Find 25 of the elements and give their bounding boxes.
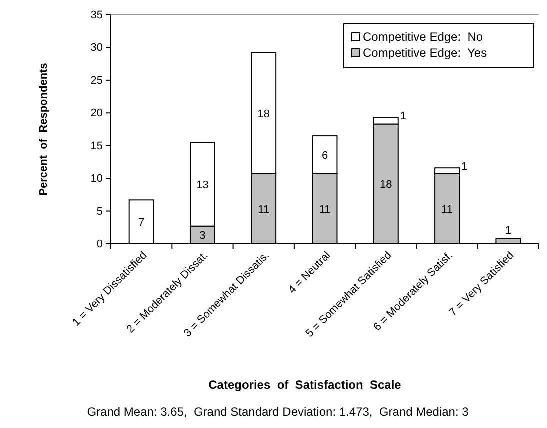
- data-label: 13: [196, 179, 209, 192]
- y-tick-label: 30: [90, 42, 103, 54]
- data-label: 18: [258, 108, 270, 120]
- y-tick-label: 5: [96, 206, 103, 218]
- legend-label: Competitive Edge: Yes: [363, 46, 488, 60]
- data-label: 6: [322, 150, 328, 162]
- x-axis-title: Categories of Satisfaction Scale: [208, 378, 402, 392]
- y-tick-label: 35: [90, 10, 103, 22]
- data-label: 18: [380, 179, 392, 192]
- text: Grand Mean: 3.65, Grand Standard Deviation: 1.473, Grand Median: 3: [87, 405, 470, 419]
- y-axis-title: Percent of Respondents: [38, 63, 50, 196]
- y-tick-label: 0: [96, 238, 103, 251]
- data-label: 7: [138, 217, 145, 230]
- data-label: 11: [258, 204, 270, 216]
- data-label: 1: [462, 161, 468, 174]
- data-label: 11: [319, 204, 331, 216]
- y-tick-label: 10: [90, 173, 103, 186]
- y-tick-label: 25: [90, 74, 103, 87]
- data-label: 11: [442, 204, 453, 216]
- y-tick-label: 20: [90, 108, 103, 120]
- y-tick-label: 15: [90, 140, 103, 152]
- data-label: 1: [400, 110, 406, 123]
- data-label: 1: [505, 224, 512, 237]
- data-label: 3: [200, 230, 206, 242]
- legend-label: Competitive Edge: No: [363, 30, 484, 44]
